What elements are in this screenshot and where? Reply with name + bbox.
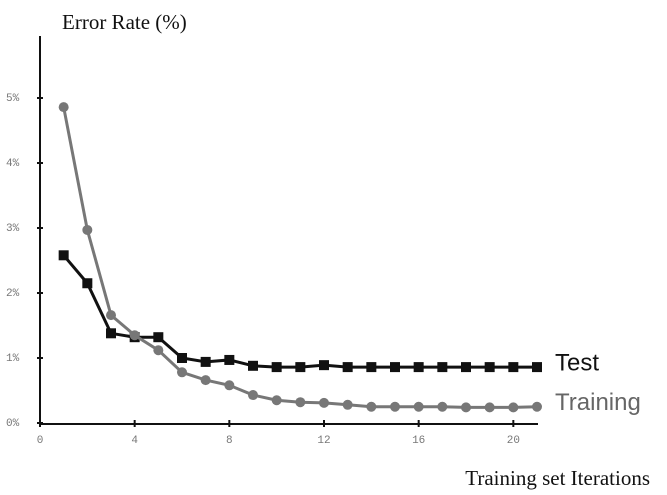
y-tick-label: 3%	[6, 223, 20, 235]
x-tick-label: 8	[226, 435, 233, 447]
point	[295, 397, 306, 408]
point	[271, 395, 282, 406]
point	[58, 102, 69, 113]
x-tick-label: 4	[131, 435, 138, 447]
point	[413, 401, 424, 412]
point	[413, 362, 424, 373]
point	[342, 399, 353, 410]
series-line	[62, 254, 537, 369]
point	[390, 362, 400, 373]
point	[437, 401, 448, 412]
point	[200, 375, 211, 386]
point	[106, 328, 116, 339]
point	[319, 397, 329, 408]
point	[224, 354, 235, 365]
point	[508, 402, 519, 413]
point	[484, 402, 495, 413]
point	[177, 367, 187, 378]
point	[437, 362, 448, 373]
point	[106, 310, 116, 321]
point	[532, 401, 542, 412]
chart-title: Error Rate (%)	[62, 10, 187, 34]
x-tick-label: 20	[507, 435, 520, 447]
series-label: Training	[555, 389, 641, 416]
y-tick-label: 1%	[6, 353, 20, 365]
point	[390, 401, 400, 412]
y-tick-label: 0%	[6, 418, 20, 430]
point	[271, 362, 282, 373]
point	[248, 360, 258, 371]
point	[248, 390, 258, 401]
point	[461, 362, 471, 373]
y-tick-label: 5%	[6, 93, 20, 105]
y-tick-label: 2%	[6, 288, 20, 300]
point	[508, 362, 519, 373]
point	[295, 362, 306, 373]
x-tick-label: 16	[412, 435, 425, 447]
point	[224, 380, 235, 391]
point	[177, 353, 187, 363]
x-axis-label: Training set Iterations	[465, 466, 650, 490]
point	[82, 224, 93, 235]
point	[58, 250, 69, 261]
series-label: Test	[555, 349, 599, 376]
point	[342, 362, 353, 373]
point	[366, 362, 377, 373]
point	[200, 356, 211, 367]
point	[153, 332, 164, 343]
point	[82, 278, 93, 289]
point	[153, 345, 164, 356]
point	[532, 362, 542, 373]
point	[366, 401, 377, 412]
x-tick-label: 0	[37, 435, 44, 447]
point	[319, 360, 329, 371]
point	[129, 330, 140, 341]
point	[484, 362, 495, 373]
point	[461, 402, 471, 413]
x-tick-label: 12	[317, 435, 330, 447]
y-tick-label: 4%	[6, 158, 20, 170]
